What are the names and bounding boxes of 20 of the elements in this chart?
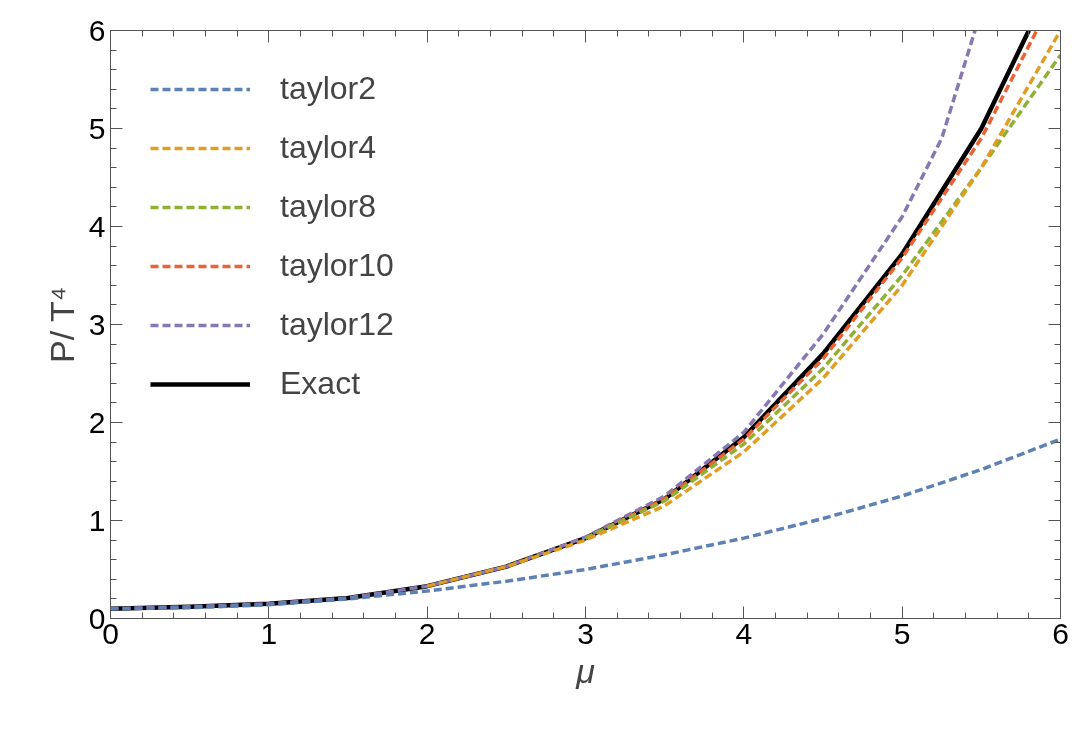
- y-tick-label: 6: [88, 13, 106, 47]
- legend-label: taylor10: [280, 247, 394, 284]
- legend-label: taylor4: [280, 129, 377, 166]
- legend-label: taylor12: [280, 306, 394, 343]
- y-axis-title: P/ T⁴: [42, 286, 81, 363]
- legend-label: taylor8: [280, 188, 377, 225]
- y-tick-label: 2: [88, 405, 106, 439]
- legend-label: taylor2: [280, 70, 377, 107]
- x-tick-label: 4: [735, 616, 753, 650]
- x-axis-title: μ: [575, 651, 596, 690]
- y-tick-label: 4: [88, 209, 106, 243]
- y-tick-label: 5: [88, 111, 106, 145]
- y-tick-label: 1: [88, 503, 106, 537]
- x-tick-label: 6: [1052, 616, 1069, 650]
- x-tick-label: 5: [893, 616, 911, 650]
- x-tick-label: 2: [418, 616, 436, 650]
- x-tick-label: 1: [260, 616, 278, 650]
- y-tick-label: 3: [88, 307, 106, 341]
- x-tick-label: 3: [577, 616, 594, 650]
- legend-label: Exact: [280, 365, 361, 402]
